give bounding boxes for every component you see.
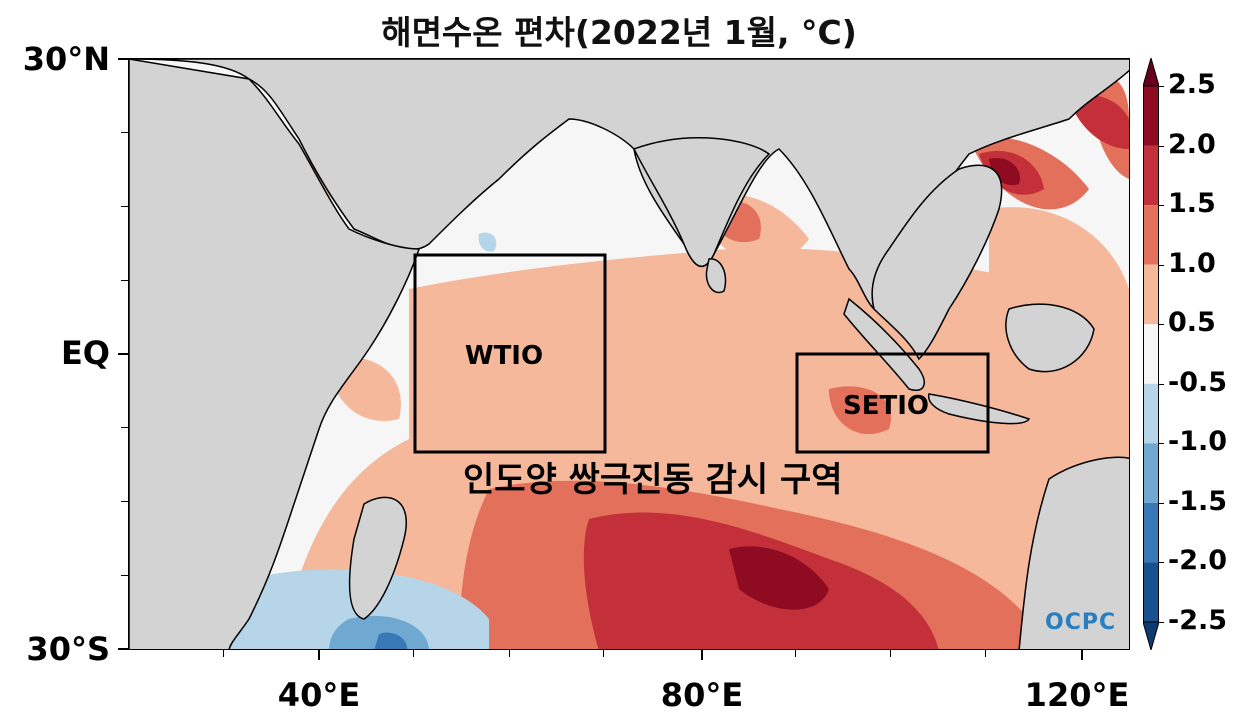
colorbar-label: 1.0 — [1168, 247, 1216, 279]
lat-tick — [121, 501, 128, 502]
ocpc-logo: OCPC — [1045, 610, 1117, 635]
colorbar-label: -1.0 — [1168, 426, 1228, 458]
lat-tick — [121, 575, 128, 576]
colorbar-segment — [1143, 443, 1159, 503]
colorbar-segment — [1143, 383, 1159, 444]
map-title: 해면수온 편차(2022년 1월, °C) — [381, 13, 857, 52]
ido-region-label: 인도양 쌍극진동 감시 구역 — [463, 460, 843, 500]
colorbar-label: -0.5 — [1168, 366, 1228, 398]
lon-tick — [509, 650, 510, 657]
lon-tick — [603, 650, 604, 657]
map-canvas: WTIO SETIO — [129, 59, 1129, 649]
setio-label: SETIO — [843, 391, 929, 421]
colorbar-label: 2.5 — [1168, 69, 1216, 100]
lon-tick — [985, 650, 986, 657]
lon-tick — [223, 650, 224, 657]
colorbar-label: 1.5 — [1168, 188, 1216, 220]
lon-tick — [795, 650, 796, 657]
lon-label-80e: 80°E — [660, 676, 744, 714]
colorbar-label: -1.5 — [1168, 485, 1228, 517]
colorbar-segment — [1143, 562, 1159, 622]
colorbar-over-triangle — [1143, 58, 1159, 87]
lon-tick — [318, 650, 320, 660]
lon-label-120e: 120°E — [1024, 676, 1130, 714]
colorbar — [1143, 58, 1159, 650]
lon-label-40e: 40°E — [277, 676, 361, 714]
colorbar-label: -2.5 — [1168, 605, 1228, 636]
lon-tick — [890, 650, 891, 657]
lat-label-eq: EQ — [60, 334, 110, 372]
colorbar-segment — [1143, 145, 1159, 206]
lat-tick — [118, 648, 128, 650]
lat-tick — [118, 58, 128, 60]
wtio-label: WTIO — [465, 341, 543, 371]
colorbar-segment — [1143, 86, 1159, 146]
lat-tick — [121, 280, 128, 281]
warm-anomaly-very-strong — [729, 158, 1020, 610]
lat-tick — [121, 132, 128, 133]
lat-label-30n: 30°N — [22, 40, 110, 78]
landmass — [129, 59, 1129, 649]
colorbar-label: 2.0 — [1168, 128, 1216, 160]
colorbar-label: 0.5 — [1168, 307, 1216, 339]
lat-tick — [121, 427, 128, 428]
lat-label-30s: 30°S — [26, 630, 110, 668]
colorbar-label: -2.0 — [1168, 545, 1228, 577]
colorbar-segment — [1143, 264, 1159, 325]
colorbar-under-triangle — [1143, 621, 1159, 650]
lat-tick — [121, 206, 128, 207]
colorbar-segment — [1143, 205, 1159, 265]
lat-tick — [118, 353, 128, 355]
colorbar-segment — [1143, 502, 1159, 563]
setio-box: SETIO — [795, 352, 990, 454]
lon-tick — [1081, 650, 1083, 660]
lon-tick — [701, 650, 703, 660]
wtio-box: WTIO — [413, 253, 607, 454]
sst-anomaly-map: WTIO SETIO — [128, 58, 1130, 650]
colorbar-segment — [1143, 324, 1159, 384]
lon-tick — [413, 650, 414, 657]
